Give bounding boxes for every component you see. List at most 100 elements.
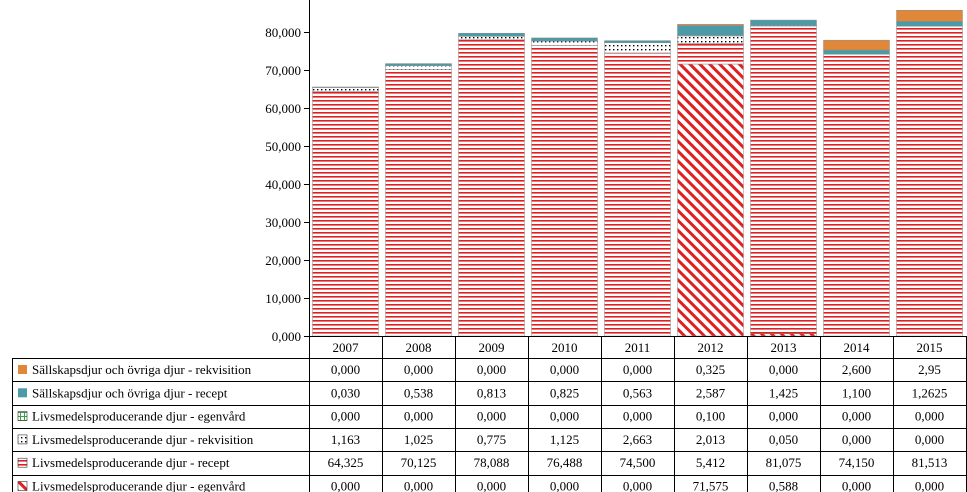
table-cell: 0,000 [477, 479, 506, 492]
table-cell: 81,075 [766, 455, 802, 470]
bar-segment [896, 26, 963, 337]
table-cell: 0,563 [623, 385, 652, 400]
bar-segment [823, 53, 890, 337]
bar-segment [750, 333, 817, 337]
bar-segment [677, 25, 744, 36]
legend-entry: Livsmedelsproducerande djur - egenvård [32, 479, 246, 492]
bar-segment [604, 40, 671, 44]
bar-segment [385, 65, 452, 70]
bar-segment [531, 40, 598, 46]
table-cell: 78,088 [474, 455, 510, 470]
bar-segment [604, 42, 671, 54]
table-cell: 2,95 [918, 362, 941, 377]
table-cell: 1,163 [331, 432, 360, 447]
table-cell: 76,488 [547, 455, 583, 470]
table-cell: 0,030 [331, 385, 360, 400]
table-cell: 0,000 [915, 479, 944, 492]
legend-key [17, 411, 28, 421]
legend-entry: Sällskapsdjur och övriga djur - rekvisit… [32, 362, 252, 377]
bar-segment [531, 37, 598, 42]
bar-segment [604, 52, 671, 337]
table-cell: 1,100 [842, 385, 871, 400]
table-cell: 0,000 [477, 362, 506, 377]
bar-segment [896, 9, 963, 22]
bar-segment [823, 49, 890, 55]
legend-entry: Livsmedelsproducerande djur - recept [32, 455, 230, 470]
legend-entry: Livsmedelsproducerande djur - rekvisitio… [32, 432, 254, 447]
table-cell: 0,538 [404, 385, 433, 400]
table-cell: 0,000 [915, 432, 944, 447]
bar-segment [312, 86, 379, 88]
table-cell: 2,600 [842, 362, 871, 377]
table-cell: 1,125 [550, 432, 579, 447]
table-cell: 0,588 [769, 479, 798, 492]
category-label: 2010 [552, 340, 578, 355]
y-tick-label: 10,000 [265, 291, 301, 306]
table-cell: 0,775 [477, 432, 506, 447]
table-cell: 0,325 [696, 362, 725, 377]
category-label: 2014 [844, 340, 871, 355]
category-label: 2012 [698, 340, 724, 355]
category-label: 2008 [406, 340, 432, 355]
table-cell: 2,013 [696, 432, 725, 447]
table-cell: 0,000 [331, 479, 360, 492]
legend-entry: Sällskapsdjur och övriga djur - recept [32, 385, 228, 400]
table-cell: 0,000 [842, 479, 871, 492]
bar-segment [458, 36, 525, 40]
category-label: 2011 [625, 340, 651, 355]
table-cell: 74,150 [839, 455, 875, 470]
y-tick-label: 80,000 [265, 25, 301, 40]
legend-key [18, 365, 27, 374]
bar-segment [385, 63, 452, 66]
y-tick-label: 20,000 [265, 253, 301, 268]
bar-segment [312, 91, 379, 337]
category-label: 2009 [479, 340, 505, 355]
category-label: 2007 [333, 340, 360, 355]
bar-segment [385, 69, 452, 337]
table-cell: 0,000 [769, 362, 798, 377]
legend-key [17, 434, 28, 445]
table-cell: 0,000 [331, 362, 360, 377]
table-cell: 0,825 [550, 385, 579, 400]
bar-segment [677, 35, 744, 44]
category-label: 2013 [771, 340, 797, 355]
table-cell: 0,000 [404, 479, 433, 492]
table-cell: 0,000 [404, 409, 433, 424]
bar-segment [531, 45, 598, 337]
legend-key [17, 481, 28, 491]
bar-segment [677, 63, 744, 337]
y-tick-label: 40,000 [265, 177, 301, 192]
bar-segment [896, 21, 963, 27]
legend-key [18, 388, 27, 398]
table-cell: 71,575 [693, 479, 729, 492]
table-cell: 1,2625 [912, 385, 948, 400]
y-tick-label: 30,000 [265, 215, 301, 230]
table-cell: 0,000 [550, 362, 579, 377]
table-cell: 2,663 [623, 432, 652, 447]
table-cell: 0,000 [477, 409, 506, 424]
table-cell: 81,513 [912, 455, 948, 470]
bar-segment [823, 39, 890, 51]
bar-segment [750, 25, 817, 335]
table-cell: 0,000 [623, 362, 652, 377]
bar-segment [458, 32, 525, 37]
table-cell: 0,000 [550, 479, 579, 492]
y-tick-label: 70,000 [265, 63, 301, 78]
table-cell: 70,125 [401, 455, 437, 470]
table-cell: 1,425 [769, 385, 798, 400]
table-cell: 2,587 [696, 385, 726, 400]
table-cell: 0,000 [915, 409, 944, 424]
table-cell: 0,000 [623, 409, 652, 424]
table-cell: 74,500 [620, 455, 656, 470]
bar-segment [750, 19, 817, 26]
table-cell: 1,025 [404, 432, 433, 447]
table-cell: 0,000 [769, 409, 798, 424]
y-tick-label: 60,000 [265, 101, 301, 116]
table-cell: 0,813 [477, 385, 506, 400]
table-cell: 0,000 [842, 432, 871, 447]
legend-entry: Livsmedelsproducerande djur - egenvård [32, 409, 246, 424]
table-cell: 5,412 [696, 455, 725, 470]
table-cell: 0,000 [404, 362, 433, 377]
y-tick-label: 50,000 [265, 139, 301, 154]
